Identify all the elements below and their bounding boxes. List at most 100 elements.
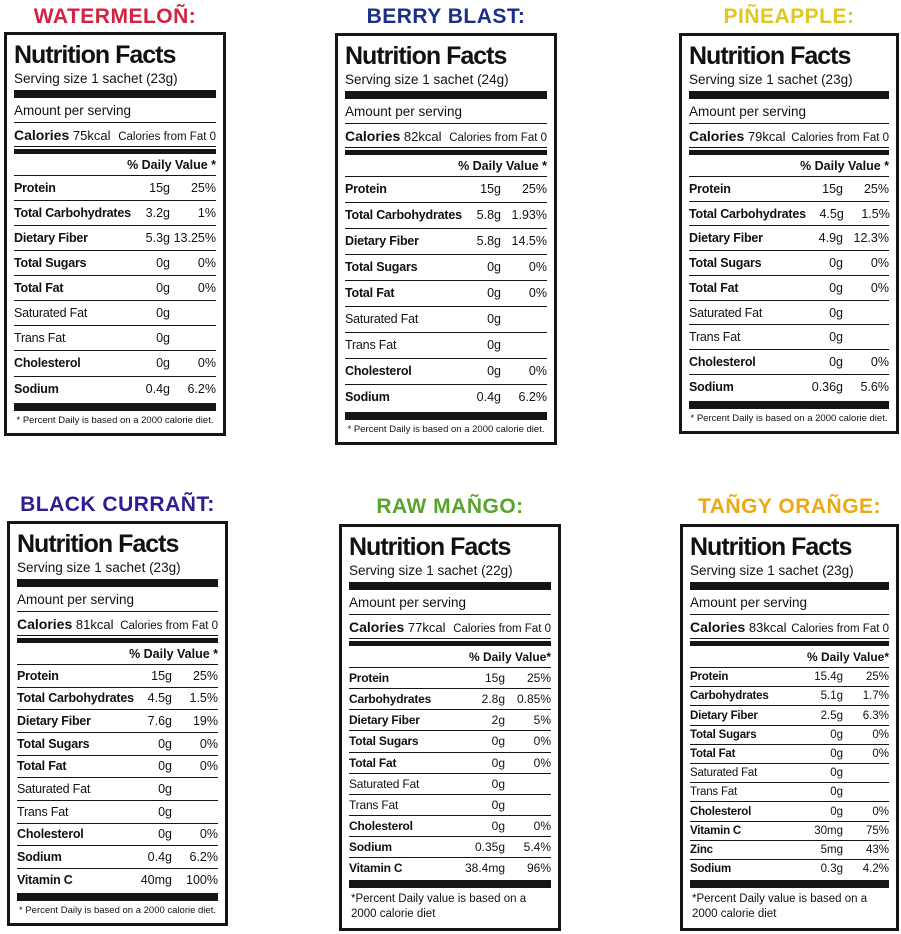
nutrient-name: Total Sugars: [17, 736, 90, 751]
nutrient-percent: 25%: [192, 668, 218, 683]
nutrient-amount: 5.8g: [476, 234, 501, 249]
nutrient-amount: 0.36g: [811, 379, 843, 394]
calories-from-fat-text: Calories from Fat 0: [791, 132, 889, 144]
nutrient-percent: 25%: [526, 671, 551, 686]
nutrient-name: Dietary Fiber: [689, 231, 763, 246]
calories-value: 77kcal: [407, 620, 446, 635]
nutrient-rows: Protein 15.4g 25% Carbohydrates 5.1g 1.7% Diet…: [690, 667, 889, 878]
calories-row: Calories 82kcal Calories from Fat 0: [345, 124, 547, 148]
nutrient-row: Saturated Fat 0g: [689, 299, 889, 325]
nutrient-amount: 0g: [156, 331, 170, 346]
thick-divider: [17, 638, 218, 643]
nutrition-label-card-watermelon: Nutrition Facts Serving size 1 sachet (2…: [4, 32, 226, 436]
nutrient-amount: 0g: [830, 805, 843, 818]
nutrient-amount: 0g: [491, 797, 505, 812]
nutrition-label-card-berry-blast: Nutrition Facts Serving size 1 sachet (2…: [335, 33, 557, 445]
nutrient-amount: 0g: [487, 260, 501, 275]
calories-left: Calories 83kcal: [690, 619, 786, 635]
nutrient-row: Cholesterol 0g 0%: [14, 350, 216, 375]
calories-left: Calories 81kcal: [17, 616, 113, 632]
thick-divider: [349, 582, 551, 590]
nutrient-name: Protein: [345, 182, 387, 197]
nutrient-row: Cholesterol 0g 0%: [689, 349, 889, 374]
thick-divider: [349, 641, 551, 646]
nutrient-percent: 0%: [872, 747, 889, 760]
calories-value: 83kcal: [748, 620, 787, 635]
nutrient-row: Saturated Fat 0g: [14, 300, 216, 325]
nutrition-label-card-raw-mango: Nutrition Facts Serving size 1 sachet (2…: [339, 524, 561, 931]
nutrient-percent: 0%: [528, 286, 547, 301]
nutrient-name: Saturated Fat: [345, 312, 419, 327]
nutrient-name: Total Sugars: [690, 728, 757, 741]
nutrition-facts-heading: Nutrition Facts: [349, 533, 511, 561]
amount-per-serving-text: Amount per serving: [689, 102, 889, 124]
calories-label: Calories: [349, 619, 405, 635]
nutrient-amount: 15.4g: [814, 671, 843, 684]
nutrient-percent: 100%: [186, 872, 218, 887]
nutrition-facts-heading: Nutrition Facts: [690, 533, 852, 561]
nutrient-name: Dietary Fiber: [17, 714, 91, 729]
nutrient-row: Protein 15.4g 25%: [690, 667, 889, 686]
nutrient-name: Saturated Fat: [14, 306, 88, 321]
thick-divider: [349, 880, 551, 889]
nutrient-rows: Protein 15g 25% Carbohydrates 2.8g 0.85% Dieta…: [349, 667, 551, 878]
nutrient-row: Dietary Fiber 5.8g 14.5%: [345, 227, 547, 254]
serving-size-text: Serving size 1 sachet (22g): [349, 563, 513, 578]
nutrient-name: Cholesterol: [689, 355, 756, 369]
nutrient-amount: 0.3g: [820, 863, 843, 876]
nutrient-name: Trans Fat: [349, 797, 399, 812]
calories-row: Calories 77kcal Calories from Fat 0: [349, 615, 551, 639]
nutrient-row: Saturated Fat 0g: [17, 777, 218, 800]
nutrient-amount: 0g: [158, 736, 172, 751]
calories-label: Calories: [14, 127, 70, 143]
nutrient-name: Vitamin C: [17, 872, 73, 887]
nutrient-name: Total Sugars: [14, 256, 87, 271]
footnote-text: *Percent Daily value is based on a 2000 …: [692, 893, 868, 920]
nutrient-amount: 0g: [158, 782, 172, 797]
nutrient-percent: 1%: [197, 206, 216, 221]
daily-value-header: % Daily Value*: [468, 650, 551, 664]
nutrient-amount: 0g: [158, 827, 172, 842]
nutrient-percent: 0%: [870, 256, 889, 271]
calories-value: 81kcal: [75, 617, 114, 632]
nutrient-amount: 5.3g: [145, 231, 170, 246]
nutrient-row: Protein 15g 25%: [345, 176, 547, 202]
nutrient-name: Cholesterol: [349, 818, 413, 833]
footnote-text: *Percent Daily value is based on a 2000 …: [351, 893, 527, 920]
nutrient-name: Trans Fat: [689, 330, 741, 345]
footnote-text: * Percent Daily is based on a 2000 calor…: [690, 412, 888, 424]
nutrient-row: Dietary Fiber 2g 5%: [349, 709, 551, 730]
nutrient-percent: 0%: [533, 818, 551, 833]
nutrient-name: Cholesterol: [14, 356, 81, 371]
nutrient-amount: 2g: [491, 713, 505, 728]
nutrient-row: Vitamin C 40mg 100%: [17, 867, 218, 891]
thick-divider: [345, 91, 547, 99]
nutrient-row: Protein 15g 25%: [349, 667, 551, 688]
thick-divider: [689, 150, 889, 155]
daily-value-header: % Daily Value *: [127, 158, 216, 172]
nutrient-name: Trans Fat: [690, 786, 737, 799]
nutrient-row: Cholesterol 0g 0%: [345, 357, 547, 384]
nutrient-name: Vitamin C: [690, 824, 742, 837]
nutrient-amount: 0.35g: [474, 840, 505, 855]
nutrient-amount: 0g: [491, 755, 505, 770]
nutrient-percent: 6.2%: [189, 850, 219, 865]
nutrient-row: Saturated Fat 0g: [690, 763, 889, 782]
nutrient-amount: 2.5g: [820, 709, 843, 722]
calories-left: Calories 77kcal: [349, 619, 445, 635]
nutrient-row: Cholesterol 0g 0%: [17, 822, 218, 846]
serving-size-text: Serving size 1 sachet (23g): [689, 72, 853, 87]
nutrient-amount: 0g: [156, 356, 170, 371]
nutrient-row: Dietary Fiber 2.5g 6.3%: [690, 705, 889, 724]
nutrient-row: Sodium 0.4g 6.2%: [345, 383, 547, 410]
nutrient-row: Zinc 5mg 43%: [690, 839, 889, 859]
flavor-title-pineapple: PIÑEAPPLE:: [723, 5, 855, 28]
nutrient-amount: 5.8g: [476, 208, 501, 223]
nutrient-row: Protein 15g 25%: [689, 176, 889, 201]
nutrient-row: Vitamin C 30mg 75%: [690, 820, 889, 840]
nutrient-name: Saturated Fat: [17, 782, 91, 797]
nutrient-percent: 1.5%: [189, 691, 219, 706]
nutrient-row: Total Fat 0g 0%: [14, 275, 216, 300]
nutrient-amount: 5mg: [820, 843, 843, 856]
